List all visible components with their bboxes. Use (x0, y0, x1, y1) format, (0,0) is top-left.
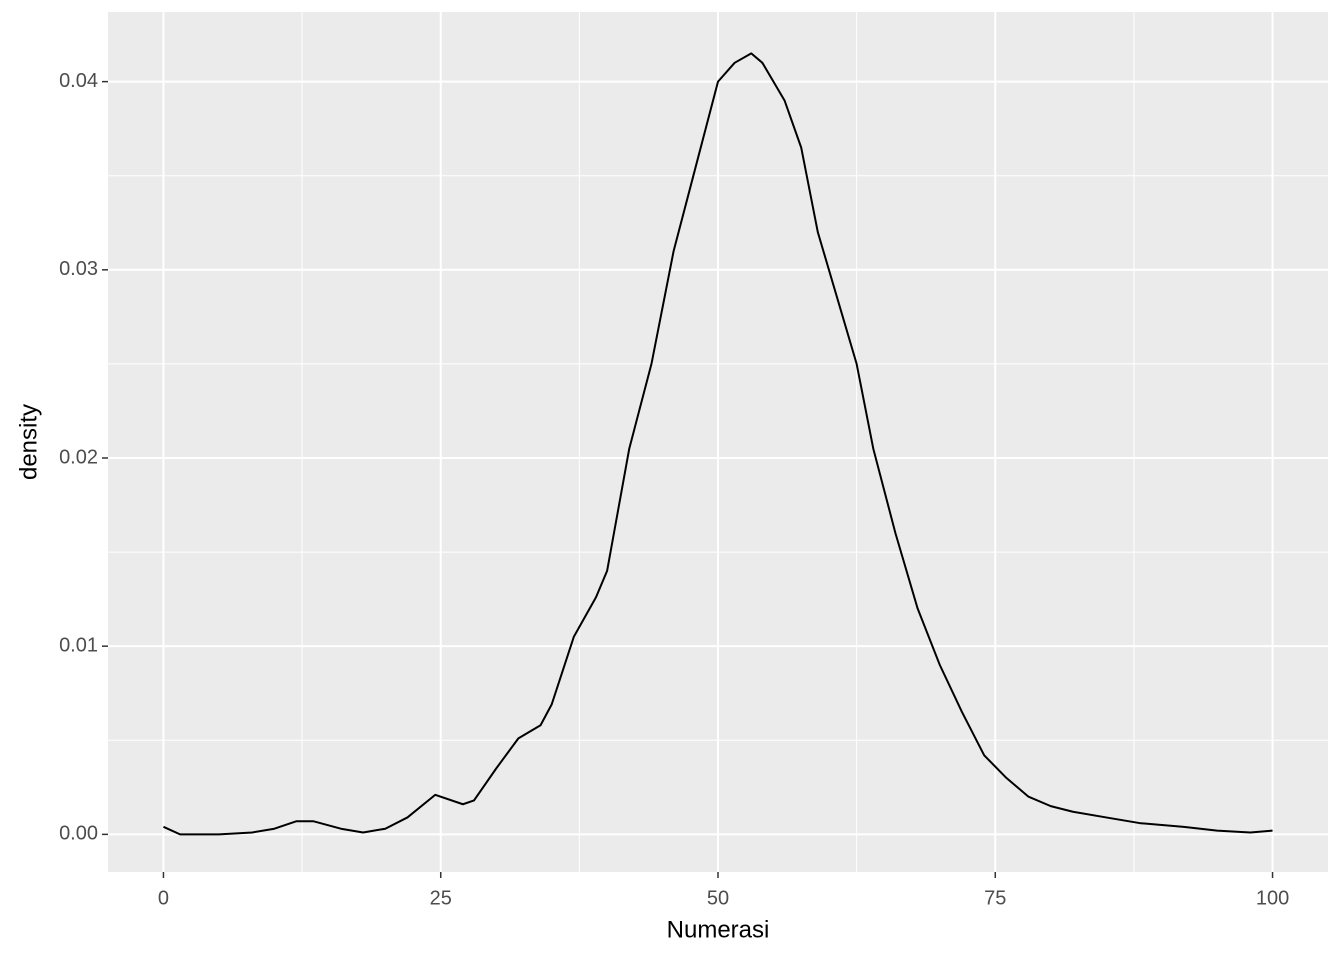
y-tick-label: 0.02 (59, 446, 98, 468)
y-tick-label: 0.00 (59, 823, 98, 845)
x-axis-title: Numerasi (667, 916, 770, 943)
y-tick-label: 0.04 (59, 70, 98, 92)
x-tick-label: 50 (707, 887, 729, 909)
x-tick-label: 75 (984, 887, 1006, 909)
x-tick-label: 100 (1256, 887, 1289, 909)
density-line (163, 52, 1273, 836)
y-tick-label: 0.01 (59, 634, 98, 656)
y-tick-label: 0.03 (59, 258, 98, 280)
x-tick-label: 0 (158, 887, 169, 909)
x-tick-label: 25 (430, 887, 452, 909)
y-axis-title: density (15, 404, 42, 480)
